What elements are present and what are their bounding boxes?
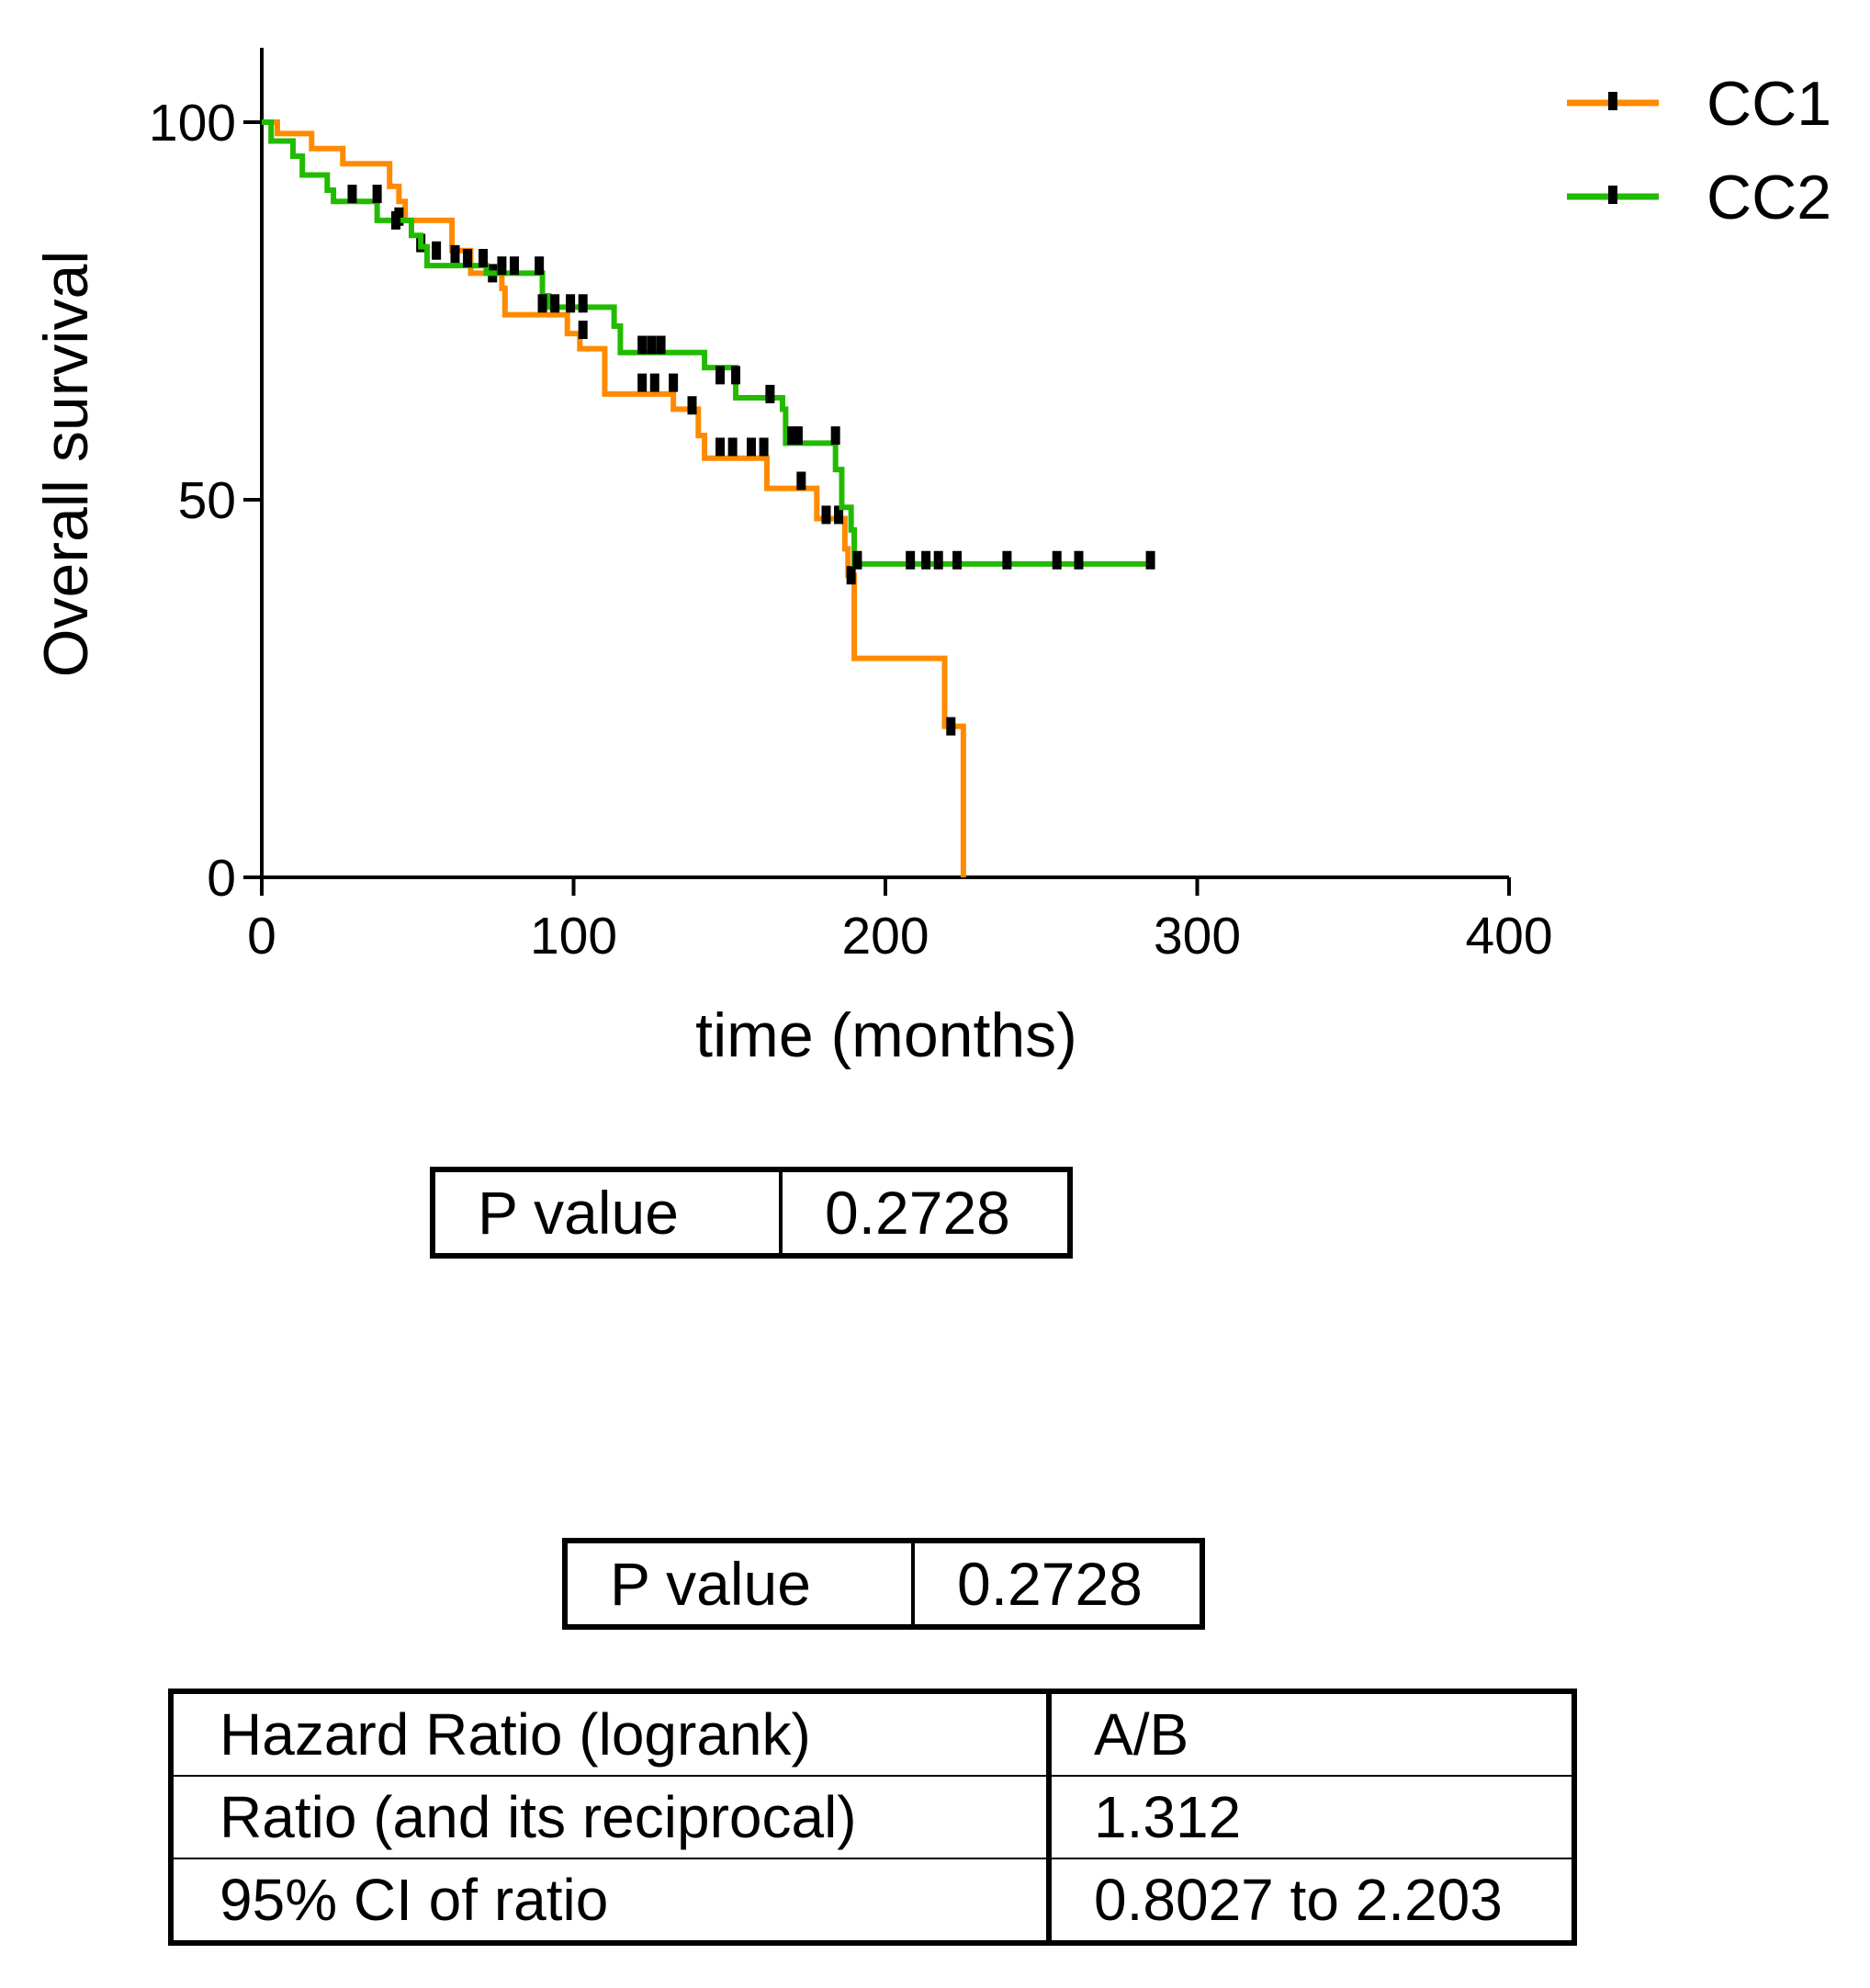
censor-mark xyxy=(727,437,738,457)
censor-mark xyxy=(946,717,956,736)
hazard-row-label: Hazard Ratio (logrank) xyxy=(170,1690,1052,1777)
x-axis-title: time (months) xyxy=(695,1000,1077,1070)
censor-mark xyxy=(550,294,560,313)
legend-censor-mark xyxy=(1608,186,1617,204)
censor-mark xyxy=(647,335,657,355)
censor-mark xyxy=(535,256,545,276)
censor-mark xyxy=(715,437,726,457)
censor-mark xyxy=(852,550,862,570)
censor-mark xyxy=(952,550,963,570)
hazard-row-value: 1.312 xyxy=(1048,1775,1575,1859)
censor-mark xyxy=(578,294,588,313)
censor-mark xyxy=(463,248,473,267)
x-tick-label: 0 xyxy=(247,907,276,966)
censor-mark xyxy=(637,373,648,392)
censor-mark xyxy=(715,366,726,385)
censor-mark xyxy=(372,185,382,204)
legend-entry-cc2: CC2 xyxy=(1567,163,1831,232)
y-tick-label: 50 xyxy=(178,471,236,530)
legend-entry-cc1: CC1 xyxy=(1567,69,1831,139)
censor-mark xyxy=(796,471,806,491)
hazard-row-label: Ratio (and its reciprocal) xyxy=(170,1775,1052,1859)
censor-mark xyxy=(497,256,507,276)
censor-mark xyxy=(747,437,757,457)
censor-mark xyxy=(759,437,769,457)
censor-mark xyxy=(787,426,797,446)
censor-mark xyxy=(450,244,460,264)
hazard-row-label: 95% CI of ratio xyxy=(170,1858,1052,1944)
hazard-row-value: 0.8027 to 2.203 xyxy=(1048,1858,1575,1944)
table-row: P value 0.2728 xyxy=(563,1539,1204,1629)
x-tick-label: 400 xyxy=(1465,907,1552,966)
censor-mark xyxy=(637,335,648,355)
pvalue-value: 0.2728 xyxy=(911,1539,1204,1629)
censor-mark xyxy=(347,185,357,204)
censor-mark xyxy=(566,294,576,313)
censor-mark xyxy=(731,366,741,385)
x-tick-label: 100 xyxy=(530,907,617,966)
y-axis-title: Overall survival xyxy=(31,251,101,678)
y-tick-label: 0 xyxy=(207,849,236,908)
legend-label: CC1 xyxy=(1707,69,1831,139)
censor-mark xyxy=(1002,550,1012,570)
pvalue-value: 0.2728 xyxy=(779,1168,1072,1258)
censor-mark xyxy=(1145,550,1155,570)
pvalue-label: P value xyxy=(431,1168,783,1258)
censor-mark xyxy=(834,505,844,525)
censor-mark xyxy=(906,550,916,570)
censor-mark xyxy=(432,241,442,260)
censor-mark xyxy=(1074,550,1084,570)
censor-mark xyxy=(830,426,840,446)
pvalue-table-bottom: P value 0.2728 xyxy=(562,1538,1205,1630)
censor-mark xyxy=(390,210,400,230)
censor-mark xyxy=(687,396,697,415)
censor-mark xyxy=(821,505,831,525)
y-tick-label: 100 xyxy=(149,94,236,152)
series-cc1 xyxy=(262,119,966,877)
table-row: Ratio (and its reciprocal) 1.312 xyxy=(170,1775,1575,1859)
censor-mark xyxy=(509,256,519,276)
hazard-ratio-table: Hazard Ratio (logrank) A/B Ratio (and it… xyxy=(168,1689,1577,1946)
pvalue-table-top: P value 0.2728 xyxy=(430,1167,1073,1259)
censor-mark xyxy=(765,384,775,403)
censor-mark xyxy=(479,248,489,267)
x-tick-label: 200 xyxy=(841,907,929,966)
hazard-row-value: A/B xyxy=(1048,1690,1575,1777)
censor-mark xyxy=(1052,550,1062,570)
censor-mark xyxy=(921,550,931,570)
series-layer xyxy=(262,119,1155,877)
tick-labels: 0 100 200 300 400 0 50 100 xyxy=(149,94,1553,966)
censor-mark xyxy=(656,335,666,355)
table-row: 95% CI of ratio 0.8027 to 2.203 xyxy=(170,1858,1575,1944)
censor-mark xyxy=(537,294,547,313)
censor-mark xyxy=(793,426,803,446)
series-cc2 xyxy=(262,119,1155,570)
censor-mark xyxy=(933,550,943,570)
axes xyxy=(243,48,1511,896)
censor-mark xyxy=(649,373,659,392)
legend-label: CC2 xyxy=(1707,163,1831,232)
censor-mark xyxy=(669,373,679,392)
survival-line-cc1 xyxy=(262,119,966,877)
legend-censor-mark xyxy=(1608,92,1617,110)
table-row: P value 0.2728 xyxy=(431,1168,1072,1258)
survival-chart: 0 100 200 300 400 0 50 100 time (months) Overal… xyxy=(31,48,1831,1070)
pvalue-label: P value xyxy=(563,1539,915,1629)
table-row: Hazard Ratio (logrank) A/B xyxy=(170,1690,1575,1777)
censor-mark xyxy=(846,566,856,585)
censor-mark xyxy=(578,321,588,340)
x-tick-label: 300 xyxy=(1154,907,1241,966)
